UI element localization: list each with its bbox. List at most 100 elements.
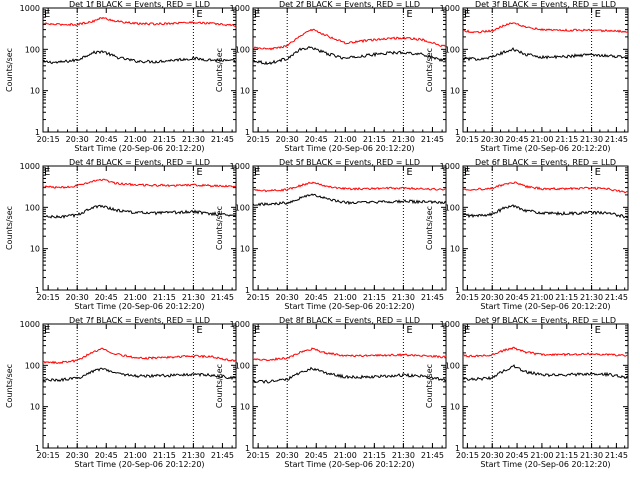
x-tick-label: 21:00 bbox=[530, 293, 553, 302]
y-tick-label: 100 bbox=[25, 45, 40, 54]
x-tick-label: 20:30 bbox=[66, 451, 89, 460]
x-tick-label: 20:45 bbox=[95, 135, 118, 144]
marker-label: E bbox=[44, 9, 50, 20]
lld-series-line bbox=[463, 22, 629, 34]
y-tick-label: 100 bbox=[235, 45, 250, 54]
x-tick-label: 21:00 bbox=[124, 135, 147, 144]
detector-chart-3: Det 3f BLACK = Events, RED = LLD 1 10 100 10… bbox=[425, 0, 629, 153]
x-tick-label: 20:45 bbox=[506, 293, 529, 302]
x-tick-label: 21:30 bbox=[392, 293, 415, 302]
x-tick-label: 21:15 bbox=[555, 451, 578, 460]
marker-label: E bbox=[464, 9, 470, 20]
x-tick-label: 20:15 bbox=[37, 451, 60, 460]
plot-frame bbox=[252, 323, 447, 449]
marker-label: E bbox=[464, 325, 470, 336]
x-tick-label: 20:30 bbox=[276, 135, 299, 144]
y-tick-label: 1000 bbox=[230, 162, 250, 171]
y-tick-label: 10 bbox=[30, 87, 40, 96]
x-tick-label: 21:30 bbox=[392, 451, 415, 460]
x-tick-label: 21:15 bbox=[153, 135, 176, 144]
x-tick-label: 21:15 bbox=[153, 451, 176, 460]
x-tick-label: 21:30 bbox=[182, 293, 205, 302]
marker-label: E bbox=[595, 325, 601, 336]
x-tick-label: 21:15 bbox=[153, 293, 176, 302]
x-tick-label: 20:45 bbox=[506, 451, 529, 460]
lld-series-line bbox=[252, 347, 447, 362]
x-tick-label: 20:30 bbox=[481, 293, 504, 302]
marker-label: E bbox=[406, 325, 412, 336]
x-tick-label: 21:15 bbox=[363, 451, 386, 460]
marker-label: E bbox=[406, 9, 412, 20]
x-tick-label: 21:30 bbox=[580, 135, 603, 144]
x-tick-label: 21:00 bbox=[124, 451, 147, 460]
lld-series-line bbox=[252, 181, 446, 193]
plot-frame bbox=[42, 165, 237, 291]
y-axis-label: Counts/sec bbox=[5, 206, 14, 250]
x-axis-label: Start Time (20-Sep-06 20:12:20) bbox=[284, 144, 414, 153]
plot-frame bbox=[42, 323, 237, 449]
events-series-line bbox=[42, 367, 237, 382]
events-series-line bbox=[252, 46, 447, 66]
chart-title: Det 8f BLACK = Events, RED = LLD bbox=[279, 316, 420, 325]
y-tick-label: 10 bbox=[450, 403, 460, 412]
y-axis-label: Counts/sec bbox=[5, 48, 14, 92]
lld-series-line bbox=[462, 346, 629, 358]
lld-series-line bbox=[42, 16, 237, 27]
x-tick-label: 21:45 bbox=[421, 451, 444, 460]
detector-chart-6: Det 6f BLACK = Events, RED = LLD 1 10 100 10… bbox=[425, 158, 629, 311]
x-axis-label: Start Time (20-Sep-06 20:12:20) bbox=[480, 144, 610, 153]
y-tick-label: 1 bbox=[455, 128, 460, 137]
chart-title: Det 5f BLACK = Events, RED = LLD bbox=[279, 158, 420, 167]
detector-chart-8: Det 8f BLACK = Events, RED = LLD 1 10 100 10… bbox=[215, 316, 447, 469]
lld-series-line bbox=[42, 347, 237, 365]
events-series-line bbox=[42, 204, 237, 219]
chart-title: Det 2f BLACK = Events, RED = LLD bbox=[279, 0, 420, 9]
x-tick-label: 20:15 bbox=[37, 293, 60, 302]
marker-label: E bbox=[44, 167, 50, 178]
events-series-line bbox=[252, 366, 447, 384]
y-tick-label: 1 bbox=[245, 128, 250, 137]
y-tick-label: 1 bbox=[35, 286, 40, 295]
x-tick-label: 20:45 bbox=[95, 293, 118, 302]
marker-label: E bbox=[254, 167, 260, 178]
detector-chart-4: Det 4f BLACK = Events, RED = LLD 1 10 100 10… bbox=[5, 158, 237, 311]
y-tick-label: 1 bbox=[35, 444, 40, 453]
y-tick-label: 1 bbox=[245, 286, 250, 295]
marker-label: E bbox=[254, 9, 260, 20]
y-tick-label: 1000 bbox=[440, 4, 460, 13]
x-tick-label: 21:45 bbox=[211, 135, 234, 144]
x-tick-label: 21:30 bbox=[580, 293, 603, 302]
y-tick-label: 10 bbox=[450, 245, 460, 254]
y-tick-label: 100 bbox=[25, 203, 40, 212]
x-axis-label: Start Time (20-Sep-06 20:12:20) bbox=[74, 144, 204, 153]
x-axis-label: Start Time (20-Sep-06 20:12:20) bbox=[284, 460, 414, 469]
plot-frame bbox=[42, 7, 237, 133]
marker-label: E bbox=[44, 325, 50, 336]
y-axis-label: Counts/sec bbox=[5, 364, 14, 408]
x-axis-label: Start Time (20-Sep-06 20:12:20) bbox=[74, 460, 204, 469]
x-tick-label: 20:30 bbox=[276, 451, 299, 460]
detector-chart-5: Det 5f BLACK = Events, RED = LLD 1 10 100 10… bbox=[215, 158, 447, 311]
y-tick-label: 100 bbox=[235, 361, 250, 370]
x-tick-label: 20:30 bbox=[66, 293, 89, 302]
x-tick-label: 21:30 bbox=[182, 451, 205, 460]
chart-title: Det 9f BLACK = Events, RED = LLD bbox=[475, 316, 616, 325]
x-axis-label: Start Time (20-Sep-06 20:12:20) bbox=[480, 460, 610, 469]
y-tick-label: 1 bbox=[455, 286, 460, 295]
y-tick-label: 1000 bbox=[440, 162, 460, 171]
x-tick-label: 21:45 bbox=[211, 451, 234, 460]
events-series-line bbox=[42, 50, 237, 65]
x-tick-label: 21:45 bbox=[605, 451, 628, 460]
y-tick-label: 10 bbox=[240, 87, 250, 96]
marker-label: E bbox=[196, 167, 202, 178]
x-tick-label: 21:45 bbox=[605, 293, 628, 302]
plot-frame bbox=[462, 165, 629, 291]
x-tick-label: 20:45 bbox=[506, 135, 529, 144]
y-axis-label: Counts/sec bbox=[215, 364, 224, 408]
x-tick-label: 20:15 bbox=[37, 135, 60, 144]
x-tick-label: 21:00 bbox=[334, 451, 357, 460]
detector-chart-2: Det 2f BLACK = Events, RED = LLD 1 10 100 10… bbox=[215, 0, 447, 153]
y-tick-label: 10 bbox=[240, 403, 250, 412]
chart-title: Det 7f BLACK = Events, RED = LLD bbox=[69, 316, 210, 325]
x-tick-label: 20:15 bbox=[247, 135, 270, 144]
